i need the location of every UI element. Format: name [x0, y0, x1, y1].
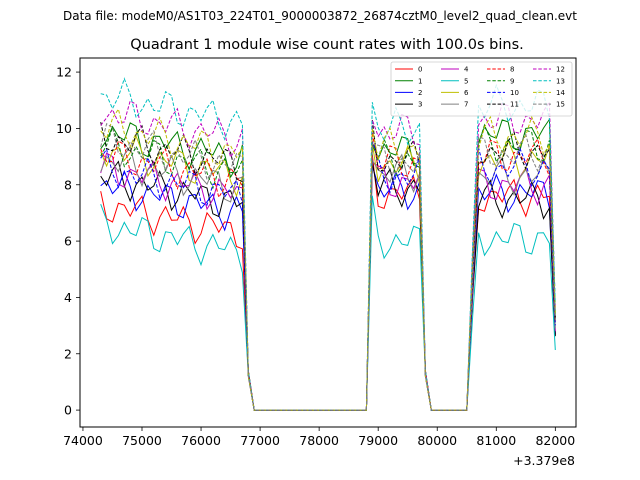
x-tick-label: 80000 — [417, 433, 457, 448]
legend-label-1: 1 — [418, 77, 422, 85]
plot-area-frame — [79, 57, 577, 428]
series-line-15 — [100, 123, 556, 411]
legend-label-14: 14 — [556, 89, 565, 97]
legend-frame — [390, 61, 573, 117]
y-tick-label: 8 — [64, 177, 72, 192]
legend-label-15: 15 — [556, 101, 565, 109]
legend-label-4: 4 — [464, 66, 469, 74]
x-tick-label: 77000 — [240, 433, 280, 448]
x-axis: 74000 75000 76000 77000 78000 79000 80000 81000… — [63, 427, 575, 448]
x-tick-label: 78000 — [299, 433, 339, 448]
legend-label-8: 8 — [510, 66, 514, 74]
y-tick-label: 0 — [64, 403, 72, 418]
y-axis: 0 2 4 6 8 10 12 — [56, 65, 80, 418]
x-tick-label: 79000 — [358, 433, 398, 448]
x-tick-label: 75000 — [122, 433, 162, 448]
legend-label-2: 2 — [418, 89, 422, 97]
x-tick-label: 81000 — [476, 433, 516, 448]
y-tick-label: 12 — [56, 65, 72, 80]
legend-label-9: 9 — [510, 77, 514, 85]
x-tick-label: 82000 — [535, 433, 575, 448]
legend-label-3: 3 — [418, 101, 422, 109]
x-axis-offset-label: +3.379e8 — [513, 453, 575, 468]
chart-title: Quadrant 1 module wise count rates with … — [130, 37, 524, 53]
series-line-14 — [100, 107, 556, 411]
legend-label-12: 12 — [556, 66, 565, 74]
x-tick-label: 76000 — [181, 433, 221, 448]
legend-label-10: 10 — [510, 89, 519, 97]
y-tick-label: 2 — [64, 346, 72, 361]
legend-label-5: 5 — [464, 77, 468, 85]
legend-label-0: 0 — [418, 66, 422, 74]
y-tick-label: 10 — [56, 121, 72, 136]
x-tick-label: 74000 — [63, 433, 103, 448]
legend-label-7: 7 — [464, 101, 468, 109]
legend-label-11: 11 — [510, 101, 519, 109]
legend-label-13: 13 — [556, 77, 565, 85]
y-tick-label: 6 — [64, 234, 72, 249]
y-tick-label: 4 — [64, 290, 72, 305]
series-line-11 — [100, 119, 556, 411]
data-file-suptitle: Data file: modeM0/AS1T03_224T01_90000038… — [63, 9, 577, 23]
legend-label-6: 6 — [464, 89, 469, 97]
